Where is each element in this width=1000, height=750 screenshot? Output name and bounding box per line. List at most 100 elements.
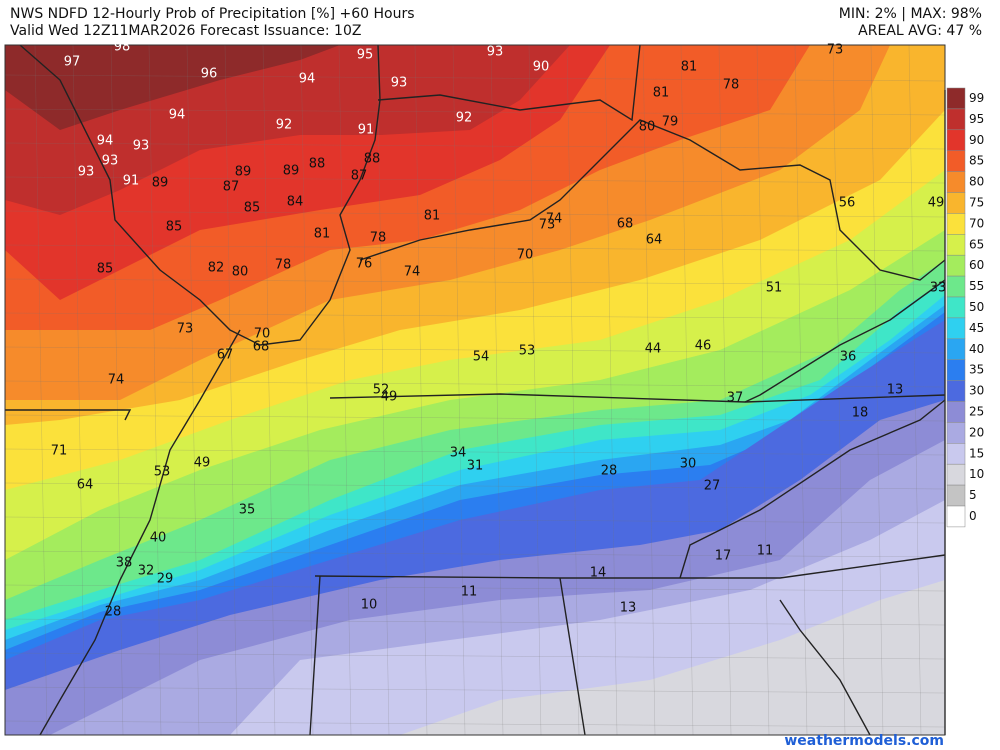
legend-label: 85 — [969, 154, 984, 168]
legend-swatch — [946, 129, 966, 151]
county-line — [4, 414, 946, 422]
legend-label: 45 — [969, 321, 984, 335]
map-value: 90 — [533, 60, 550, 75]
map-value: 78 — [275, 258, 292, 273]
legend-label: 20 — [969, 425, 984, 439]
map-value: 79 — [662, 115, 679, 130]
map-value: 27 — [704, 479, 721, 494]
map-value: 33 — [930, 281, 947, 296]
map-value: 89 — [283, 164, 300, 179]
legend-label: 60 — [969, 258, 984, 272]
map-value: 18 — [852, 406, 869, 421]
map-value: 93 — [78, 165, 95, 180]
map-value: 38 — [116, 556, 133, 571]
county-line — [756, 44, 770, 736]
map-value: 78 — [370, 231, 387, 246]
map-value: 91 — [358, 123, 375, 138]
state-line — [559, 577, 586, 736]
map-value: 88 — [364, 152, 381, 167]
legend-swatch — [946, 338, 966, 360]
map-value: 64 — [77, 478, 94, 493]
county-line — [604, 44, 618, 736]
county-line — [4, 584, 946, 592]
county-line — [338, 44, 352, 736]
map-value: 89 — [152, 176, 169, 191]
county-line — [4, 720, 946, 728]
legend-label: 80 — [969, 175, 984, 189]
county-line — [718, 44, 732, 736]
county-line — [4, 686, 946, 694]
county-line — [224, 44, 238, 736]
county-line — [4, 142, 946, 150]
map-value: 94 — [169, 108, 186, 123]
legend-swatch — [946, 234, 966, 256]
legend-swatch — [946, 213, 966, 235]
map-value: 80 — [639, 120, 656, 135]
map-value: 81 — [653, 86, 670, 101]
map-value: 73 — [177, 322, 194, 337]
map-value: 53 — [519, 344, 536, 359]
map-value: 98 — [114, 40, 131, 55]
legend-label: 99 — [969, 91, 984, 105]
state-line — [359, 119, 946, 281]
county-line — [870, 44, 884, 736]
map-value: 87 — [351, 169, 368, 184]
map-value: 85 — [97, 262, 114, 277]
band — [5, 580, 945, 735]
legend-label: 40 — [969, 342, 984, 356]
legend-label: 95 — [969, 112, 984, 126]
legend-swatch — [946, 359, 966, 381]
legend-label: 35 — [969, 363, 984, 377]
map-value: 74 — [108, 373, 125, 388]
river — [39, 329, 241, 736]
county-line — [262, 44, 276, 736]
legend-label: 0 — [969, 509, 977, 523]
legend-swatch — [946, 108, 966, 131]
map-value: 68 — [617, 217, 634, 232]
map-value: 91 — [123, 174, 140, 189]
map-value: 85 — [166, 220, 183, 235]
legend-swatch — [946, 463, 966, 486]
map-value: 49 — [381, 390, 398, 405]
county-line — [832, 44, 846, 736]
map-value: 93 — [391, 76, 408, 91]
map-frame — [4, 44, 946, 736]
legend-swatch — [946, 401, 966, 423]
county-line — [186, 44, 200, 736]
map-value: 70 — [254, 327, 271, 342]
county-line — [4, 516, 946, 524]
legend-label: 55 — [969, 279, 984, 293]
state-line — [377, 44, 641, 122]
county-line — [4, 210, 946, 218]
county-line — [72, 44, 86, 736]
county-line — [110, 44, 124, 736]
map-value: 96 — [201, 67, 218, 82]
map-value: 85 — [244, 201, 261, 216]
map-value: 67 — [217, 348, 234, 363]
legend-swatch — [946, 317, 966, 340]
map-value: 32 — [138, 564, 155, 579]
legend-swatch — [946, 171, 966, 193]
county-line — [414, 44, 428, 736]
state-line — [779, 599, 871, 736]
county-line — [376, 44, 390, 736]
legend-swatch — [946, 484, 966, 507]
legend-swatch — [946, 150, 966, 172]
county-line — [4, 448, 946, 456]
county-line — [4, 618, 946, 626]
legend-swatch — [946, 296, 966, 319]
map-value: 68 — [253, 340, 270, 355]
county-lines — [4, 44, 946, 736]
county-line — [4, 482, 946, 490]
county-line — [908, 44, 922, 736]
map-value: 52 — [373, 383, 390, 398]
map-value: 54 — [473, 350, 490, 365]
legend-swatch — [946, 422, 966, 444]
legend-label: 25 — [969, 404, 984, 418]
county-line — [4, 278, 946, 286]
legend-label: 15 — [969, 446, 984, 460]
legend-swatch — [946, 443, 966, 465]
map-value: 74 — [404, 265, 421, 280]
